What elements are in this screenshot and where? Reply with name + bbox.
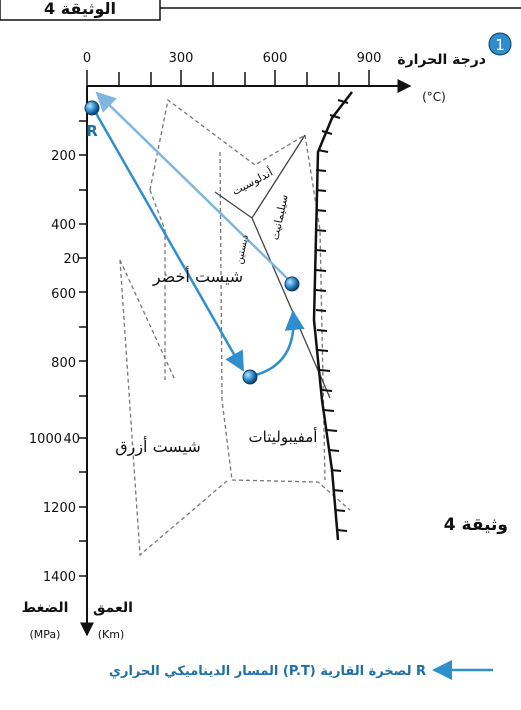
path-segment-burial [91,107,245,372]
header-tab-label: الوثيقة 4 [44,0,116,18]
figure-number-text: 1 [495,36,505,54]
melting-curve [312,91,353,541]
rock-r-start-point [84,100,100,116]
temperature-tick-900: 900 [357,51,382,66]
facies-boundaries [119,98,351,557]
rock-r-label: R [86,122,98,140]
path-segment-exhumation [95,91,290,281]
temperature-tick-600: 600 [263,51,288,66]
temperature-tick-300: 300 [169,51,194,66]
kyanite-label: ديستين [234,234,251,265]
temperature-axis-ticks [86,70,370,86]
depth-axis-title: العمق [93,600,133,616]
temperature-axis-title: درجة الحرارة [397,52,486,68]
pressure-tick-600: 600 [51,287,76,302]
pressure-axis-unit: (MPa) [30,628,61,641]
header-tab [0,0,161,21]
pressure-axis-title: الضغط [22,600,69,616]
aluminosilicate-lines [214,134,331,399]
facies-green-schist-label: شيست أخضر [152,266,243,287]
melting-curve-hatching [315,99,349,532]
pressure-tick-1400: 1400 [43,570,76,585]
pressure-tick-400: 400 [51,218,76,233]
pressure-tick-800: 800 [51,356,76,371]
pressure-tick-200: 200 [51,149,76,164]
pressure-tick-1200: 1200 [43,501,76,516]
temperature-axis-unit: (°C) [422,90,446,104]
temperature-tick-0: 0 [83,51,91,66]
document-label: وثيقة 4 [444,515,508,535]
legend-text: المسار الديناميكي الحراري (P.T) لصخرة ال… [109,664,426,679]
depth-tick-40: 40 [63,432,80,447]
depth-axis-unit: (Km) [98,628,125,641]
facies-blue-schist-label: شيست أزرق [115,436,201,457]
depth-tick-20: 20 [63,252,80,267]
path-segment-heating [251,310,305,378]
figure-number-badge [488,32,512,56]
pressure-tick-1000: 1000 [29,432,62,447]
rock-r-peak-pressure-point [242,369,258,385]
pressure-axis-ticks [79,120,87,577]
facies-amphibolite-label: أمفيبوليتات [249,427,318,446]
sillimanite-label: سيليمانيت [268,193,290,241]
rock-r-peak-temperature-point [284,276,300,292]
